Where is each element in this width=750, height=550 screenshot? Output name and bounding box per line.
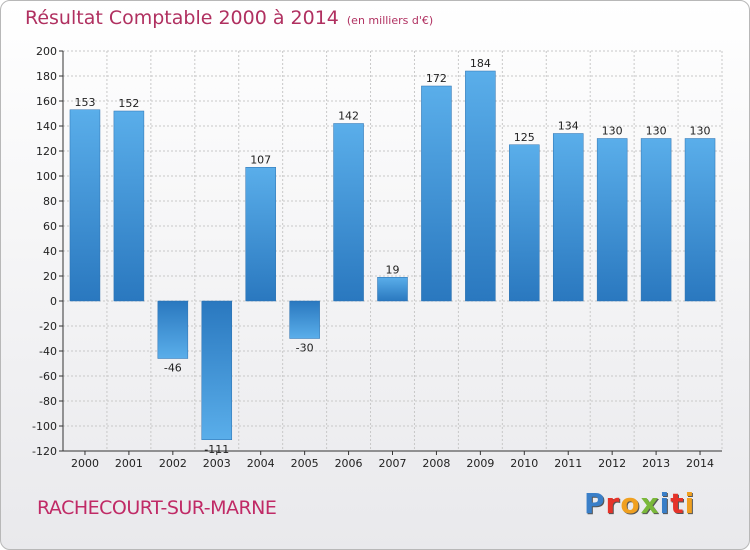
- data-label-2012: 130: [602, 125, 623, 138]
- y-tick-label: 40: [43, 245, 57, 258]
- y-tick-label: 0: [50, 295, 57, 308]
- data-label-2006: 142: [338, 110, 359, 123]
- x-tick-label: 2005: [291, 457, 319, 470]
- y-tick-label: -20: [39, 320, 57, 333]
- bar-2008: [421, 85, 452, 302]
- x-tick-label: 2010: [510, 457, 538, 470]
- data-label-2010: 125: [514, 131, 535, 144]
- proxiti-logo: Proxiti: [584, 487, 696, 520]
- bar-2004: [245, 167, 276, 302]
- y-tick-label: 160: [36, 95, 57, 108]
- y-tick-label: 60: [43, 220, 57, 233]
- y-tick-label: 200: [36, 45, 57, 58]
- chart-title-text: Résultat Comptable 2000 à 2014: [25, 7, 339, 29]
- x-tick-label: 2004: [247, 457, 275, 470]
- x-tick-label: 2003: [203, 457, 231, 470]
- data-label-2014: 130: [690, 125, 711, 138]
- x-tick-label: 2013: [642, 457, 670, 470]
- x-tick-label: 2001: [115, 457, 143, 470]
- x-tick-label: 2006: [335, 457, 363, 470]
- bar-2002: [157, 300, 189, 359]
- y-tick-label: -40: [39, 345, 57, 358]
- bar-2012: [596, 138, 628, 302]
- data-label-2013: 130: [646, 125, 667, 138]
- data-label-2007: 19: [386, 263, 400, 276]
- x-tick-label: 2012: [598, 457, 626, 470]
- x-tick-label: 2007: [379, 457, 407, 470]
- data-label-2000: 153: [74, 96, 95, 109]
- y-tick-label: -100: [32, 420, 57, 433]
- bar-2000: [69, 109, 101, 302]
- bar-2003: [201, 300, 233, 440]
- data-label-2002: -46: [164, 362, 182, 375]
- y-tick-label: -60: [39, 370, 57, 383]
- bar-2007: [377, 277, 408, 302]
- x-tick-label: 2008: [422, 457, 450, 470]
- data-label-2011: 134: [558, 120, 579, 133]
- chart-subtitle: (en milliers d'€): [346, 14, 434, 27]
- y-tick-label: 140: [36, 120, 57, 133]
- bar-2005: [289, 300, 320, 339]
- y-tick-label: 180: [36, 70, 57, 83]
- y-tick-label: -80: [39, 395, 57, 408]
- data-label-2005: -30: [296, 342, 314, 355]
- data-label-2009: 184: [470, 57, 491, 70]
- bar-2013: [640, 138, 672, 302]
- data-label-2008: 172: [426, 72, 447, 85]
- y-tick-label: 100: [36, 170, 57, 183]
- y-tick-label: 120: [36, 145, 57, 158]
- x-tick-label: 2000: [71, 457, 99, 470]
- x-tick-label: 2009: [466, 457, 494, 470]
- data-label-2003: -111: [204, 443, 229, 456]
- y-tick-label: 80: [43, 195, 57, 208]
- bar-2009: [465, 70, 496, 302]
- commune-name: RACHECOURT-SUR-MARNE: [37, 497, 277, 519]
- y-tick-label: -120: [32, 445, 57, 458]
- bar-2001: [113, 110, 145, 302]
- chart-title: Résultat Comptable 2000 à 2014 (en millie…: [25, 7, 433, 29]
- y-tick-label: 20: [43, 270, 57, 283]
- data-label-2004: 107: [250, 153, 271, 166]
- bar-2011: [552, 133, 584, 302]
- x-tick-label: 2002: [159, 457, 187, 470]
- x-tick-label: 2014: [686, 457, 714, 470]
- bar-2010: [509, 144, 540, 302]
- x-tick-label: 2011: [554, 457, 582, 470]
- data-label-2001: 152: [118, 97, 139, 110]
- bar-2006: [333, 123, 364, 302]
- bar-2014: [684, 138, 716, 302]
